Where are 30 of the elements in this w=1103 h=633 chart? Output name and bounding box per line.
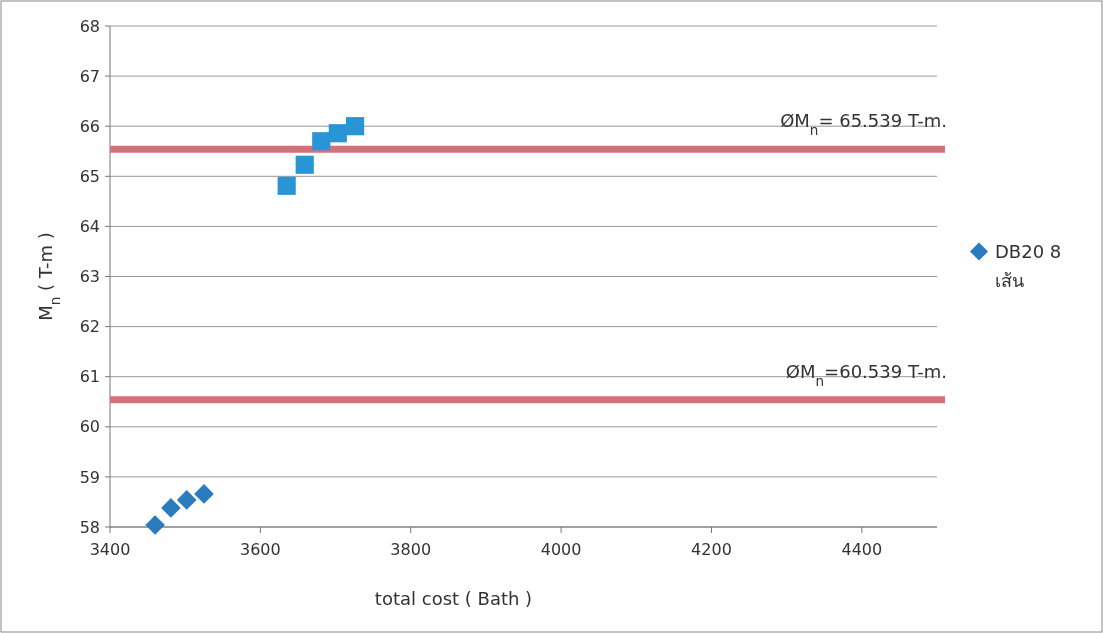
x-axis-title: total cost ( Bath ) [374, 588, 533, 609]
x-tick-label: 3600 [240, 540, 281, 559]
ref-line-label: ØM$_{n}$=60.539 T-m. [785, 360, 947, 389]
y-tick-label: 65 [79, 166, 100, 186]
point [346, 117, 365, 136]
y-tick-label: 63 [79, 267, 100, 287]
legend-label: DB20 8 เส้น [995, 240, 1062, 291]
point [161, 498, 181, 518]
y-tick-label: 59 [79, 467, 100, 487]
x-tick-label: 3400 [89, 540, 131, 559]
y-tick-label: 66 [79, 116, 100, 136]
point [277, 176, 296, 195]
y-tick-label: 60 [79, 417, 100, 437]
x-tick-label: 4000 [540, 540, 582, 559]
point [176, 490, 197, 510]
y-tick-label: 67 [79, 66, 100, 86]
y-tick-label: 64 [79, 217, 100, 236]
x-tick-label: 4400 [841, 540, 883, 559]
y-tick-label: 62 [79, 317, 100, 337]
y-tick-label: 68 [79, 16, 100, 36]
point [328, 124, 347, 143]
y-tick-label: 61 [79, 367, 100, 387]
point [194, 484, 214, 504]
point [295, 155, 314, 174]
point [145, 515, 165, 535]
x-tick-label: 3800 [390, 540, 432, 559]
x-tick-label: 4200 [691, 540, 732, 559]
y-tick-label: 58 [79, 517, 100, 537]
ref-line-label: ØM$_{n}$= 65.539 T-m. [780, 110, 947, 139]
point [312, 132, 331, 151]
